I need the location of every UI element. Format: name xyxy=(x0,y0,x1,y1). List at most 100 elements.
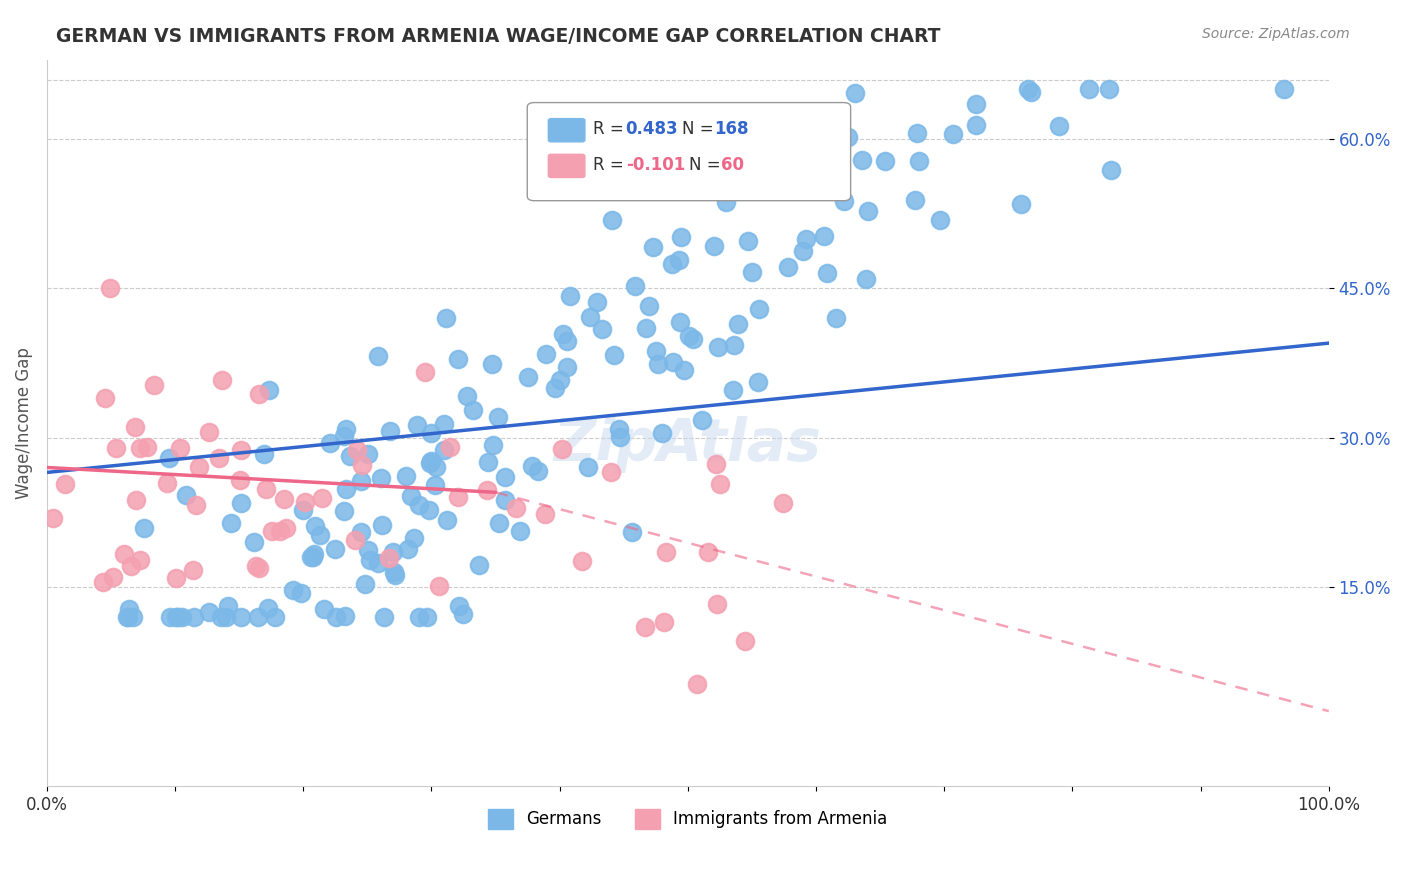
Point xyxy=(903,193,925,207)
Point xyxy=(579,310,602,324)
Point xyxy=(378,424,401,438)
Point xyxy=(697,545,720,559)
Point xyxy=(942,127,965,141)
Point xyxy=(416,609,439,624)
Point xyxy=(731,162,754,177)
Point xyxy=(209,609,232,624)
Point xyxy=(183,609,205,624)
Text: GERMAN VS IMMIGRANTS FROM ARMENIA WAGE/INCOME GAP CORRELATION CHART: GERMAN VS IMMIGRANTS FROM ARMENIA WAGE/I… xyxy=(56,27,941,45)
Point xyxy=(1010,196,1032,211)
Point xyxy=(707,340,730,354)
Point xyxy=(433,442,456,457)
Point xyxy=(217,599,239,613)
Point xyxy=(741,265,763,279)
Point xyxy=(702,239,724,253)
Point xyxy=(672,363,695,377)
Point xyxy=(855,272,877,286)
Point xyxy=(678,328,700,343)
Point xyxy=(332,504,354,518)
Point xyxy=(257,601,280,615)
Point xyxy=(555,334,578,348)
Point xyxy=(105,441,128,455)
Point xyxy=(165,571,187,585)
Point xyxy=(214,609,236,624)
Point xyxy=(544,381,567,395)
Point xyxy=(254,482,277,496)
Point xyxy=(1021,85,1043,99)
Point xyxy=(815,125,838,139)
Y-axis label: Wage/Income Gap: Wage/Income Gap xyxy=(15,347,32,499)
Point xyxy=(418,502,440,516)
Point xyxy=(425,460,447,475)
Point xyxy=(447,352,470,367)
Point xyxy=(170,609,193,624)
Point xyxy=(655,545,678,559)
Point xyxy=(292,503,315,517)
Point xyxy=(621,525,644,540)
Point xyxy=(600,213,623,227)
Point xyxy=(571,554,593,568)
Point xyxy=(420,453,443,467)
Point xyxy=(599,465,621,479)
Point xyxy=(669,230,692,244)
Point xyxy=(243,535,266,549)
Point xyxy=(1077,82,1099,96)
Point xyxy=(447,490,470,504)
Point xyxy=(198,425,221,439)
Point xyxy=(486,409,509,424)
Point xyxy=(555,360,578,375)
Point xyxy=(419,425,441,440)
Point xyxy=(690,412,713,426)
Point xyxy=(371,517,394,532)
Point xyxy=(101,569,124,583)
Point xyxy=(208,450,231,465)
Point xyxy=(245,559,267,574)
Point xyxy=(142,378,165,392)
Point xyxy=(721,383,744,397)
Point xyxy=(928,213,950,227)
Point xyxy=(418,456,440,470)
Legend: Germans, Immigrants from Armenia: Germans, Immigrants from Armenia xyxy=(481,802,894,836)
Point xyxy=(335,482,357,496)
Point xyxy=(644,343,666,358)
Point xyxy=(704,457,727,471)
Point xyxy=(427,579,450,593)
Point xyxy=(117,609,139,624)
Text: 0.483: 0.483 xyxy=(626,120,678,138)
Point xyxy=(169,441,191,455)
Point xyxy=(714,169,737,183)
Point xyxy=(748,301,770,316)
Point xyxy=(641,240,664,254)
Point xyxy=(609,422,631,436)
Point xyxy=(434,311,457,326)
Point xyxy=(661,257,683,271)
Point xyxy=(451,607,474,622)
Point xyxy=(211,373,233,387)
Point xyxy=(323,541,346,556)
Point xyxy=(395,468,418,483)
Point xyxy=(198,605,221,619)
Point xyxy=(477,455,499,469)
Point xyxy=(488,516,510,530)
Point xyxy=(53,477,76,491)
Text: R =: R = xyxy=(593,120,630,138)
Point xyxy=(844,87,866,101)
Point xyxy=(776,260,799,275)
Point xyxy=(159,609,181,624)
Point xyxy=(98,281,121,295)
Point xyxy=(311,491,333,505)
Point xyxy=(339,449,361,463)
Point xyxy=(634,619,657,633)
Point xyxy=(247,561,270,575)
Point xyxy=(136,440,159,454)
Point xyxy=(433,417,456,431)
Point xyxy=(174,487,197,501)
Point xyxy=(166,609,188,624)
Point xyxy=(302,547,325,561)
Point xyxy=(283,582,305,597)
Point xyxy=(367,349,389,363)
Point xyxy=(246,609,269,624)
Point xyxy=(129,553,152,567)
Point xyxy=(709,477,731,491)
Point xyxy=(396,542,419,557)
